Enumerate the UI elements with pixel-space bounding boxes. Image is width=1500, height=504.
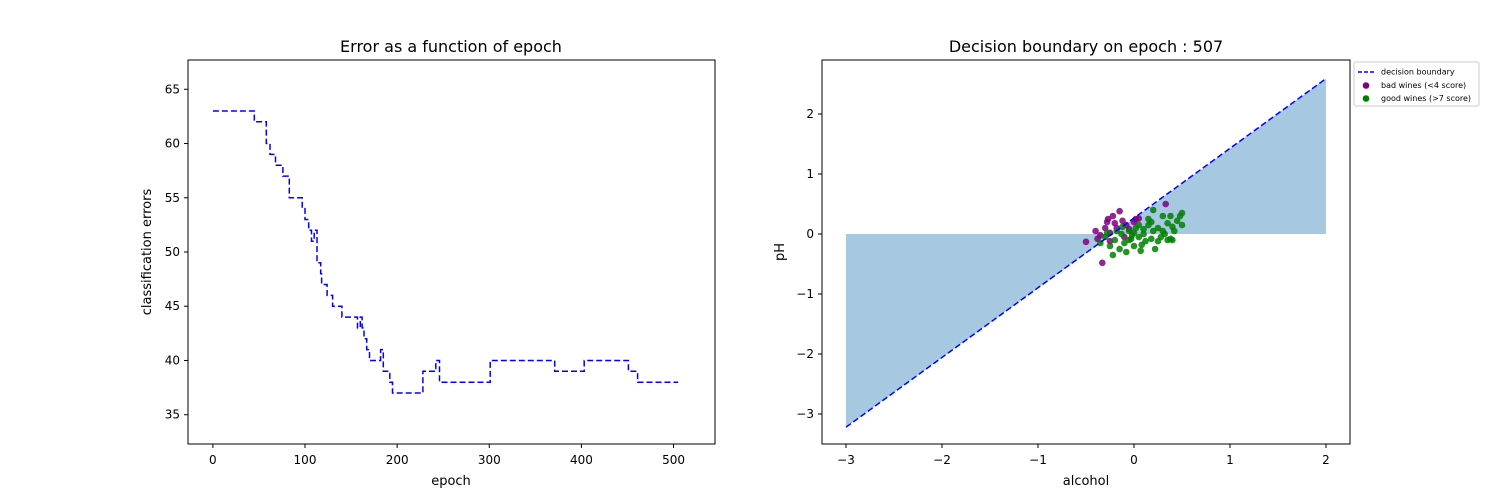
bad-wine-point [1162, 200, 1169, 208]
good-wine-point [1106, 242, 1114, 250]
bad-wine-point [1119, 217, 1126, 225]
good-wine-point [1130, 242, 1138, 250]
error-line [212, 110, 679, 394]
error-chart-ytick-label: 60 [165, 137, 180, 151]
boundary-chart-xlabel: alcohol [1063, 474, 1109, 489]
error-chart-xtick-label: 400 [570, 453, 593, 467]
good-wine-point [1154, 237, 1162, 245]
good-wine-point [1178, 221, 1186, 229]
good-wine-point [1111, 236, 1119, 244]
good-wine-point [1151, 245, 1159, 253]
good-wine-point [1140, 230, 1147, 238]
boundary-chart-ytick-label: 1 [806, 167, 814, 181]
error-chart-axes-frame [187, 59, 716, 445]
good-wine-point [1135, 233, 1143, 241]
good-wine-point [1138, 241, 1145, 249]
legend-good-swatch [1362, 95, 1370, 102]
error-chart-ytick-label: 35 [165, 408, 180, 422]
legend-boundary-label: decision boundary [1381, 68, 1455, 77]
boundary-chart-ytick-label: −3 [796, 407, 814, 421]
error-chart-ylabel: classification errors [140, 189, 155, 316]
good-wine-point [1116, 245, 1123, 253]
good-wine-point [1164, 236, 1171, 244]
good-wine-point [1128, 231, 1136, 239]
good-wine-point [1121, 239, 1128, 247]
good-wine-point [1125, 236, 1133, 244]
legend-bad-label: bad wines (<4 score) [1381, 81, 1466, 90]
error-chart-title: Error as a function of epoch [340, 37, 562, 56]
error-chart-ytick-label: 65 [165, 82, 180, 96]
error-chart-xtick-label: 0 [209, 453, 217, 467]
bad-wine-point [1099, 259, 1106, 267]
error-chart-ytick-label: 55 [165, 191, 180, 205]
boundary-chart-ytick-label: 0 [806, 227, 814, 241]
good-wine-point [1171, 227, 1178, 235]
good-wine-point [1167, 212, 1174, 220]
boundary-chart-xtick-label: 0 [1130, 453, 1138, 467]
error-chart-ytick-label: 40 [165, 353, 180, 367]
error-chart-xtick-label: 300 [478, 453, 501, 467]
fill-region [1112, 78, 1326, 234]
good-wine-point [1148, 235, 1155, 243]
boundary-chart-xtick-label: −2 [933, 453, 951, 467]
bad-wine-point [1092, 227, 1099, 235]
good-wine-point [1159, 212, 1167, 220]
boundary-chart-ytick-label: −1 [796, 287, 814, 301]
boundary-chart-axes-frame [821, 59, 1351, 445]
good-wine-point [1109, 251, 1117, 259]
legend-box [1353, 61, 1480, 107]
good-wine-point [1148, 218, 1155, 226]
good-wine-point [1123, 248, 1130, 256]
bad-wine-point [1082, 238, 1090, 246]
good-wine-point [1154, 224, 1162, 232]
good-wine-point [1169, 236, 1176, 244]
boundary-chart-xtick-label: 1 [1226, 453, 1234, 467]
bad-wine-point [1135, 215, 1143, 222]
bad-wine-point [1104, 215, 1112, 223]
legend-bad-swatch [1362, 82, 1370, 89]
bad-wine-point [1116, 207, 1123, 215]
good-wine-point [1149, 227, 1157, 235]
boundary-chart-ytick-label: 2 [806, 107, 814, 121]
boundary-chart-ylabel: pH [773, 243, 788, 261]
error-chart-xtick-label: 200 [386, 453, 409, 467]
boundary-chart-xtick-label: −1 [1029, 453, 1047, 467]
good-wine-point [1137, 247, 1144, 255]
boundary-chart-xtick-label: 2 [1322, 453, 1330, 467]
good-wine-point [1159, 227, 1167, 235]
good-wine-point [1178, 209, 1186, 217]
legend-good-label: good wines (>7 score) [1381, 94, 1471, 103]
legend: decision boundary bad wines (<4 score) goo… [1353, 61, 1480, 107]
bad-wine-point [1109, 212, 1117, 220]
good-wine-point [1173, 217, 1181, 225]
error-chart-xtick-label: 100 [294, 453, 317, 467]
error-chart-xtick-label: 500 [662, 453, 685, 467]
boundary-chart-ytick-label: −2 [796, 347, 814, 361]
good-wine-point [1164, 219, 1171, 227]
good-wine-point [1135, 221, 1143, 229]
good-wine-point [1103, 229, 1111, 237]
good-wine-point [1140, 225, 1147, 233]
error-chart-xlabel: epoch [431, 474, 471, 489]
error-chart-ytick-label: 50 [165, 245, 180, 259]
boundary-chart-title: Decision boundary on epoch : 507 [949, 37, 1223, 56]
error-chart-ytick-label: 45 [165, 299, 180, 313]
decision-boundary-chart: Decision boundary on epoch : 507 alcohol… [773, 37, 1480, 489]
good-wine-point [1149, 206, 1157, 214]
boundary-chart-xtick-label: −3 [837, 453, 855, 467]
error-chart: Error as a function of epoch epoch class… [140, 37, 716, 489]
good-wine-point [1118, 230, 1125, 238]
